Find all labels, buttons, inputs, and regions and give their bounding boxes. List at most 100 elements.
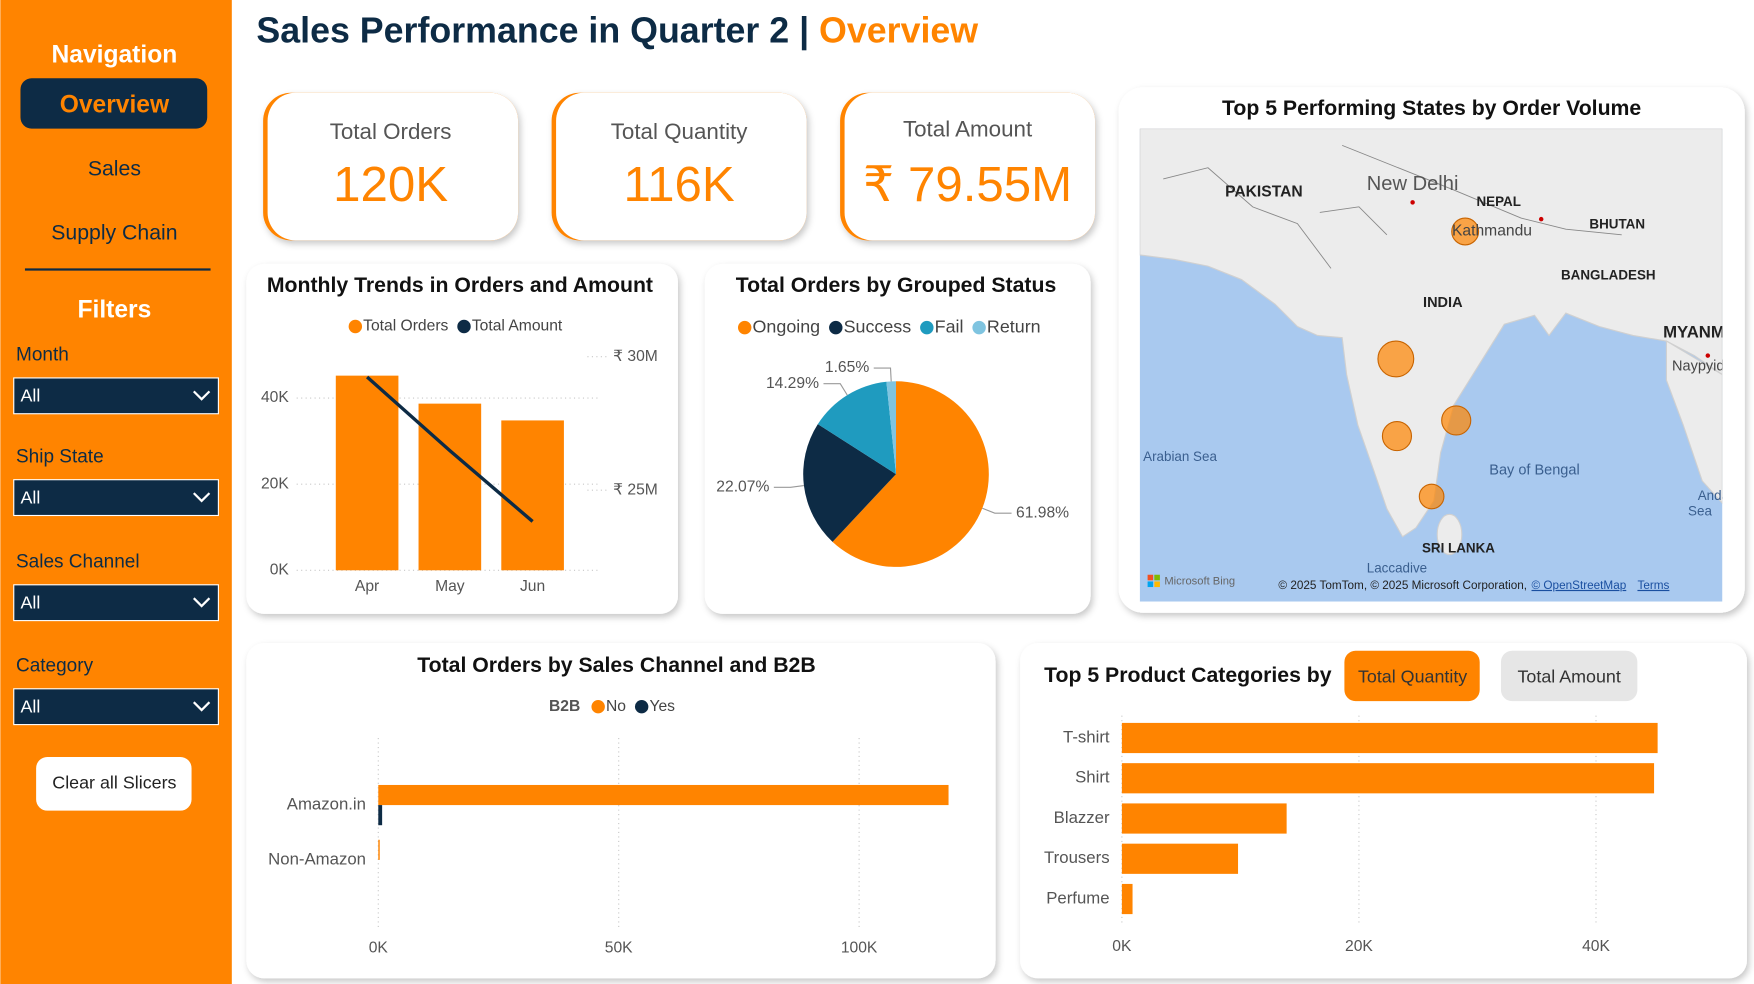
y-tick-label: Non-Amazon [268,849,366,868]
kpi-card [267,92,519,241]
bar[interactable] [1121,763,1655,794]
map-label: MYANM [1663,323,1725,342]
bar[interactable] [378,805,383,826]
slicer-value[interactable]: All [20,386,40,406]
legend-marker [591,699,605,714]
pie-slice[interactable] [803,424,897,542]
slicer-box[interactable] [13,377,219,415]
map-bubble[interactable] [1418,483,1445,510]
chart-title: Top 5 Product Categories by [1044,663,1332,687]
legend-label[interactable]: No [606,698,626,715]
bar[interactable] [378,784,949,806]
bar[interactable] [1121,843,1239,874]
clear-button[interactable] [36,757,192,811]
y-tick-label: Blazzer [1054,808,1110,827]
x-tick-label: Apr [355,578,379,595]
y-tick-label: T-shirt [1063,727,1110,746]
y-tick-label: Shirt [1075,768,1110,787]
nav-active-bg[interactable] [20,78,208,129]
bar[interactable] [335,375,399,571]
bing-logo [1147,574,1154,581]
data-label: 1.65% [825,359,869,376]
map-label: Bay of Bengal [1489,463,1579,479]
legend-label[interactable]: Fail [935,316,964,336]
slicer-label: Sales Channel [16,551,140,572]
pie-slice[interactable] [886,381,897,475]
map-title: Top 5 Performing States by Order Volume [1222,96,1641,120]
data-label: 22.07% [716,478,769,495]
bar[interactable] [418,403,482,571]
map-island [1436,513,1463,556]
title-main: Sales Performance in Quarter 2 [256,11,789,51]
chart-title: Monthly Trends in Orders and Amount [267,273,653,297]
map-city [1538,216,1544,222]
slicer-chevron[interactable] [193,597,211,608]
legend-label[interactable]: Return [987,316,1041,336]
legend-label[interactable]: Total Amount [472,318,563,335]
slicer-label: Category [16,655,94,676]
title-page: Overview [819,11,978,51]
toggle-label[interactable]: Total Amount [1517,666,1620,686]
map-bubble[interactable] [1377,340,1415,378]
slicer-chevron[interactable] [193,390,211,401]
slicer-box[interactable] [13,479,219,517]
nav-item[interactable]: Overview [60,92,170,119]
kpi-value: 120K [333,157,448,212]
slicer-chevron[interactable] [193,492,211,503]
leader-line [823,383,848,396]
bar[interactable] [1121,883,1133,915]
map-label: Naypyid [1672,359,1724,375]
map-attribution: © 2025 TomTom, © 2025 Microsoft Corporat… [1278,579,1669,592]
x-tick-label: Jun [520,578,545,595]
bar[interactable] [378,839,380,860]
toggle-label[interactable]: Total Quantity [1358,666,1467,686]
title-separator: | [799,11,809,51]
map-bubble[interactable] [1441,405,1472,436]
data-label: 61.98% [1016,504,1069,521]
osm-link[interactable]: © OpenStreetMap [1532,579,1627,592]
slicer-box[interactable] [13,688,219,726]
x-tick-label: May [435,578,465,595]
legend: Ongoing Success Fail Return [737,316,1041,336]
map-bubble[interactable] [1381,420,1413,452]
slicer-chevron[interactable] [193,701,211,712]
toggle-button[interactable] [1344,650,1480,702]
nav-item[interactable]: Supply Chain [51,220,177,244]
bar[interactable] [501,420,564,571]
chart-title: Total Orders by Sales Channel and B2B [417,653,815,677]
chart-title: Total Orders by Grouped Status [736,273,1057,297]
legend-marker [348,319,363,334]
slicer-value[interactable]: All [20,487,40,507]
pie-slice[interactable] [817,381,897,475]
map-label: Sea [1688,504,1712,519]
slicer-label: Ship State [16,446,104,467]
kpi-label: Total Orders [330,119,452,144]
toggle-button[interactable] [1500,650,1638,702]
map-land [1665,340,1723,505]
slicer-value[interactable]: All [20,593,40,613]
nav-item[interactable]: Sales [88,157,141,181]
legend-label[interactable]: Yes [649,698,675,715]
slicer-box[interactable] [13,584,219,622]
leader-line [982,507,1012,514]
clear-button-label[interactable]: Clear all Slicers [52,773,176,793]
kpi-value: ₹ 79.55M [863,157,1072,212]
pie-slice[interactable] [832,381,989,567]
map-label: Andaman [1698,488,1754,503]
map-label: Laccadive [1367,561,1427,576]
map-label: BHUTAN [1589,216,1645,231]
map-label: New Delhi [1367,173,1459,195]
terms-link[interactable]: Terms [1637,579,1669,592]
bar[interactable] [1121,722,1658,754]
map-bubble[interactable] [1451,217,1480,246]
legend-label[interactable]: Success [844,316,912,336]
kpi-card [844,92,1096,241]
legend-marker [920,320,934,335]
legend-label[interactable]: Total Orders [363,318,448,335]
slicer-value[interactable]: All [20,697,40,717]
bar[interactable] [1121,803,1287,834]
map-label: Kathmandu [1452,223,1532,240]
map-copyright: © 2025 TomTom, © 2025 Microsoft Corporat… [1278,579,1527,592]
legend-label[interactable]: Ongoing [753,316,821,336]
data-label: 14.29% [766,375,819,392]
